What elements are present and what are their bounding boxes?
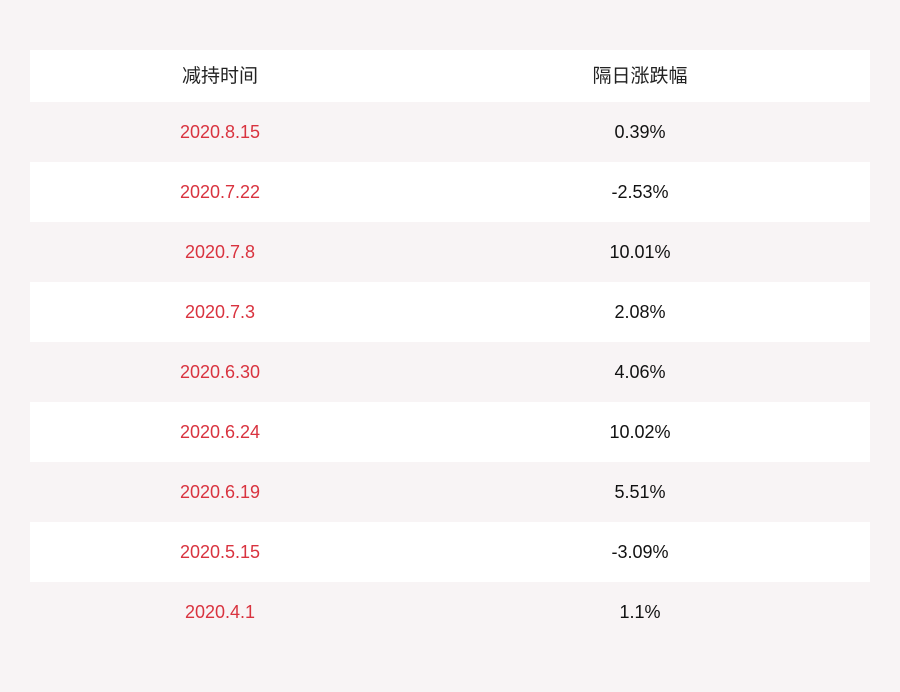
change-cell: 2.08%	[614, 302, 666, 322]
reduction-table: 减持时间 隔日涨跌幅 2020.8.15 0.39% 2020.7.22 -2.…	[30, 50, 870, 642]
change-cell: 5.51%	[614, 482, 666, 502]
change-cell: 0.39%	[614, 122, 666, 142]
date-cell: 2020.7.22	[179, 182, 261, 202]
header-next-day-change: 隔日涨跌幅	[592, 65, 688, 87]
date-cell: 2020.7.3	[184, 302, 256, 322]
date-cell: 2020.7.8	[184, 242, 256, 262]
date-cell: 2020.4.1	[184, 602, 256, 622]
change-cell: 1.1%	[619, 602, 661, 622]
change-cell: -3.09%	[611, 542, 669, 562]
date-cell: 2020.8.15	[179, 122, 261, 142]
table-row: 2020.6.30 4.06%	[30, 342, 870, 402]
table-row: 2020.7.8 10.01%	[30, 222, 870, 282]
date-cell: 2020.6.24	[179, 422, 261, 442]
change-cell: 4.06%	[614, 362, 666, 382]
table-header-row: 减持时间 隔日涨跌幅	[30, 50, 870, 102]
table-row: 2020.4.1 1.1%	[30, 582, 870, 642]
change-cell: 10.01%	[609, 242, 671, 262]
table-row: 2020.8.15 0.39%	[30, 102, 870, 162]
date-cell: 2020.6.19	[179, 482, 261, 502]
table-row: 2020.7.3 2.08%	[30, 282, 870, 342]
change-cell: 10.02%	[609, 422, 671, 442]
table-row: 2020.7.22 -2.53%	[30, 162, 870, 222]
date-cell: 2020.6.30	[179, 362, 261, 382]
date-cell: 2020.5.15	[179, 542, 261, 562]
table-row: 2020.6.19 5.51%	[30, 462, 870, 522]
header-reduction-time: 减持时间	[181, 65, 258, 87]
table-row: 2020.6.24 10.02%	[30, 402, 870, 462]
table-row: 2020.5.15 -3.09%	[30, 522, 870, 582]
change-cell: -2.53%	[611, 182, 669, 202]
